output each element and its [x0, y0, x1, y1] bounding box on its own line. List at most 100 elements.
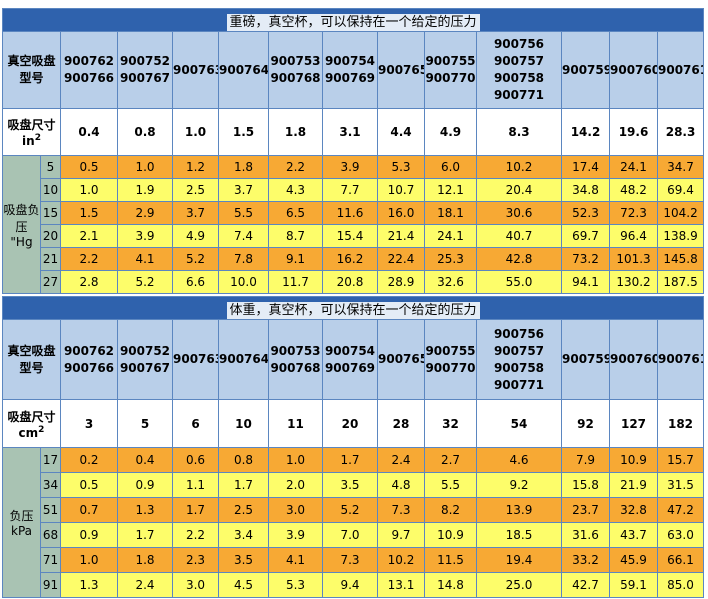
pressure-label-text: 负压	[9, 509, 34, 523]
cell: 3.9	[268, 522, 323, 548]
cell: 6.0	[424, 155, 477, 179]
cell: 0.6	[172, 447, 219, 473]
size: 11	[268, 399, 323, 448]
cell: 0.7	[60, 497, 118, 523]
data-row: 34 0.5 0.9 1.1 1.7 2.0 3.5 4.8 5.5 9.2 15.8 21.9 31.…	[3, 472, 705, 498]
cell: 1.7	[172, 497, 219, 523]
cell: 1.0	[117, 155, 173, 179]
pressure-label: 吸盘负压 "Hg	[2, 155, 41, 294]
size: 3	[60, 399, 118, 448]
cell: 0.8	[218, 447, 269, 473]
cell: 73.2	[561, 247, 610, 271]
cell: 5.2	[172, 247, 219, 271]
cell: 6.5	[268, 201, 323, 225]
cell: 25.3	[424, 247, 477, 271]
size-exp: 2	[34, 133, 41, 143]
size-unit: cm	[18, 425, 39, 440]
size: 1.0	[172, 108, 219, 156]
cell: 55.0	[476, 270, 562, 294]
size-label: 吸盘尺寸cm2	[2, 399, 61, 448]
cell: 52.3	[561, 201, 610, 225]
cell: 130.2	[609, 270, 658, 294]
cell: 16.0	[377, 201, 425, 225]
title-cell: 重磅，真空杯，可以保持在一个给定的压力	[1, 8, 705, 32]
cell: 34.8	[561, 178, 610, 202]
size: 92	[561, 399, 610, 448]
cell: 4.1	[117, 247, 173, 271]
cell: 138.9	[656, 224, 705, 248]
model-code: 900756	[493, 37, 545, 51]
data-row: 27 2.8 5.2 6.6 10.0 11.7 20.8 28.9 32.6 55.0 94.1 1…	[3, 270, 705, 294]
cell: 1.7	[218, 472, 269, 498]
model-code: 900759	[562, 352, 610, 366]
page: 重磅，真空杯，可以保持在一个给定的压力 真空吸盘型号 900762 900766 900…	[1, 8, 705, 598]
pressure-label-text: 吸盘负压	[3, 202, 40, 234]
cell: 42.7	[561, 572, 610, 598]
title: 体重，真空杯，可以保持在一个给定的压力	[226, 301, 480, 319]
size: 14.2	[561, 108, 610, 156]
model-code: 900762	[63, 343, 115, 358]
data-row: 68 0.9 1.7 2.2 3.4 3.9 7.0 9.7 10.9 18.5 31.6 43.7 6…	[3, 522, 705, 548]
model: 900761	[656, 319, 705, 400]
header-row: 真空吸盘型号 900762 900766 900752 900767 900763 9007…	[2, 31, 705, 109]
cell: 2.0	[268, 472, 323, 498]
model: 900759	[561, 319, 610, 400]
model-code: 900768	[270, 71, 321, 85]
cell: 11.7	[268, 270, 323, 294]
size-row: 吸盘尺寸 in2 0.4 0.8 1.0 1.5 1.8 3.1 4.4 4.9 8.3 14.2 19…	[2, 108, 705, 156]
model: 900762 900766	[60, 31, 118, 109]
cell: 25.0	[476, 572, 562, 598]
cell: 101.3	[609, 247, 658, 271]
cell: 6.6	[172, 270, 219, 294]
model: 900756 900757 900758 900771	[476, 319, 562, 400]
cell: 10.0	[218, 270, 269, 294]
cell: 0.4	[117, 447, 173, 473]
cell: 7.3	[377, 497, 425, 523]
cell: 9.7	[377, 522, 425, 548]
cell: 10.9	[609, 447, 658, 473]
pressure: 34	[40, 472, 61, 498]
cell: 4.3	[268, 178, 323, 202]
model: 900763	[172, 319, 219, 400]
cell: 3.9	[322, 155, 378, 179]
cell: 1.1	[172, 472, 219, 498]
cell: 187.5	[656, 270, 705, 294]
pressure: 20	[40, 224, 61, 248]
cell: 3.5	[218, 547, 269, 573]
cell: 2.7	[424, 447, 477, 473]
cell: 5.5	[424, 472, 477, 498]
cell: 1.3	[117, 497, 173, 523]
model: 900760	[609, 31, 658, 109]
size: 4.4	[377, 108, 425, 156]
size-unit: in	[22, 134, 35, 148]
cell: 9.1	[268, 247, 323, 271]
cell: 104.2	[656, 201, 705, 225]
cell: 9.4	[322, 572, 378, 598]
size-exp: 2	[38, 424, 45, 435]
cell: 2.4	[377, 447, 425, 473]
data-row: 21 2.2 4.1 5.2 7.8 9.1 16.2 22.4 25.3 42.8 73.2 101…	[3, 247, 705, 271]
model: 900752 900767	[117, 319, 173, 400]
cell: 2.2	[60, 247, 118, 271]
cell: 15.8	[561, 472, 610, 498]
cell: 28.9	[377, 270, 425, 294]
cell: 31.6	[561, 522, 610, 548]
cell: 7.9	[561, 447, 610, 473]
model-code: 900752	[119, 54, 171, 68]
cell: 33.2	[561, 547, 610, 573]
model-code: 900755	[425, 343, 476, 358]
cell: 17.4	[561, 155, 610, 179]
cell: 3.7	[218, 178, 269, 202]
model-label: 真空吸盘型号	[2, 31, 61, 109]
cell: 11.6	[322, 201, 378, 225]
model-code: 900762	[63, 54, 115, 68]
model: 900764	[218, 31, 269, 109]
cell: 1.7	[117, 522, 173, 548]
cell: 2.8	[60, 270, 118, 294]
cell: 40.7	[476, 224, 562, 248]
cell: 43.7	[609, 522, 658, 548]
model-code: 900758	[493, 71, 545, 85]
cell: 21.9	[609, 472, 658, 498]
model-code: 900766	[63, 360, 115, 375]
pressure: 91	[40, 572, 61, 598]
